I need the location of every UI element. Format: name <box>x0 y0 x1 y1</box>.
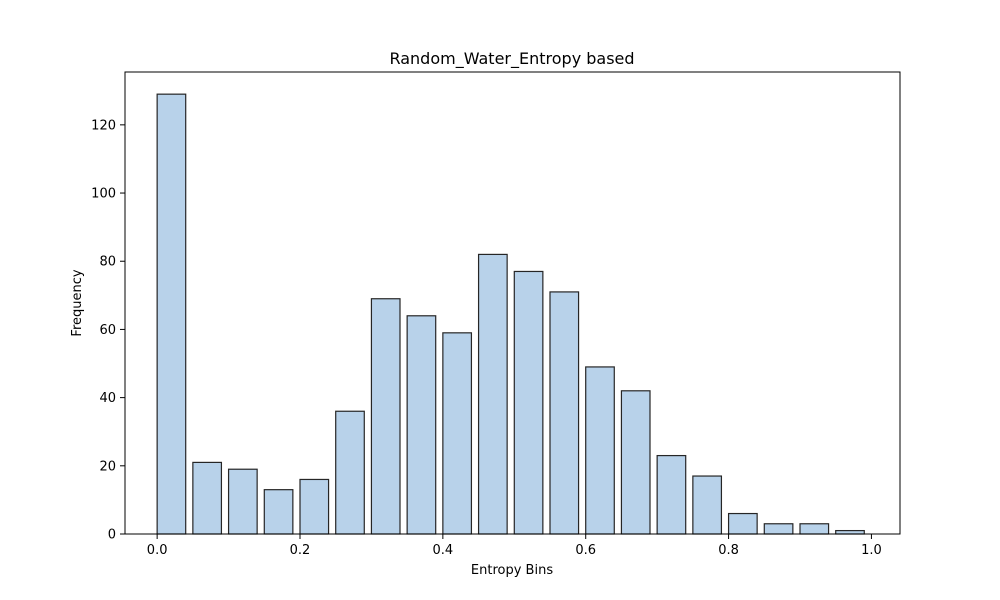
x-tick-label: 0.8 <box>718 543 739 558</box>
histogram-bar <box>763 523 794 535</box>
histogram-bar <box>477 253 508 535</box>
y-tick-label: 20 <box>99 459 116 474</box>
histogram-bar <box>192 461 223 535</box>
y-axis-ticks: 0 20 40 60 80 100 120 <box>91 118 125 543</box>
x-tick-label: 0.6 <box>575 543 596 558</box>
histogram-bar <box>727 512 758 535</box>
x-tick-label: 0.0 <box>147 543 168 558</box>
histogram-bar <box>799 523 830 535</box>
x-tick-label: 0.2 <box>290 543 311 558</box>
histogram-bar <box>656 454 687 535</box>
histogram-bar <box>335 410 365 535</box>
histogram-bar <box>549 291 580 535</box>
y-tick-label: 0 <box>108 528 116 543</box>
chart-title: Random_Water_Entropy based <box>389 49 634 69</box>
x-axis-label: Entropy Bins <box>471 563 553 578</box>
histogram-bar <box>227 468 258 535</box>
y-tick-label: 60 <box>99 323 116 338</box>
y-axis-label: Frequency <box>70 269 85 336</box>
y-tick-label: 80 <box>99 255 116 270</box>
x-axis-ticks: 0.0 0.2 0.4 0.6 0.8 1.0 <box>147 534 882 558</box>
histogram-bar <box>585 366 615 535</box>
histogram-bar <box>370 298 401 535</box>
histogram-bar <box>406 315 437 535</box>
y-tick-label: 120 <box>91 118 116 133</box>
histogram-bar <box>156 93 187 535</box>
plot-area-frame <box>124 71 901 535</box>
histogram-bar <box>692 475 723 535</box>
bars-group <box>156 93 865 535</box>
y-tick-label: 100 <box>91 187 116 202</box>
y-tick-label: 40 <box>99 391 116 406</box>
histogram-bar <box>299 478 330 535</box>
x-tick-label: 0.4 <box>433 543 454 558</box>
histogram-bar <box>442 332 473 535</box>
histogram-bar <box>513 270 544 535</box>
histogram-bar <box>263 489 294 535</box>
x-tick-label: 1.0 <box>861 543 882 558</box>
histogram-bar <box>835 529 865 535</box>
histogram-bar <box>620 390 651 535</box>
